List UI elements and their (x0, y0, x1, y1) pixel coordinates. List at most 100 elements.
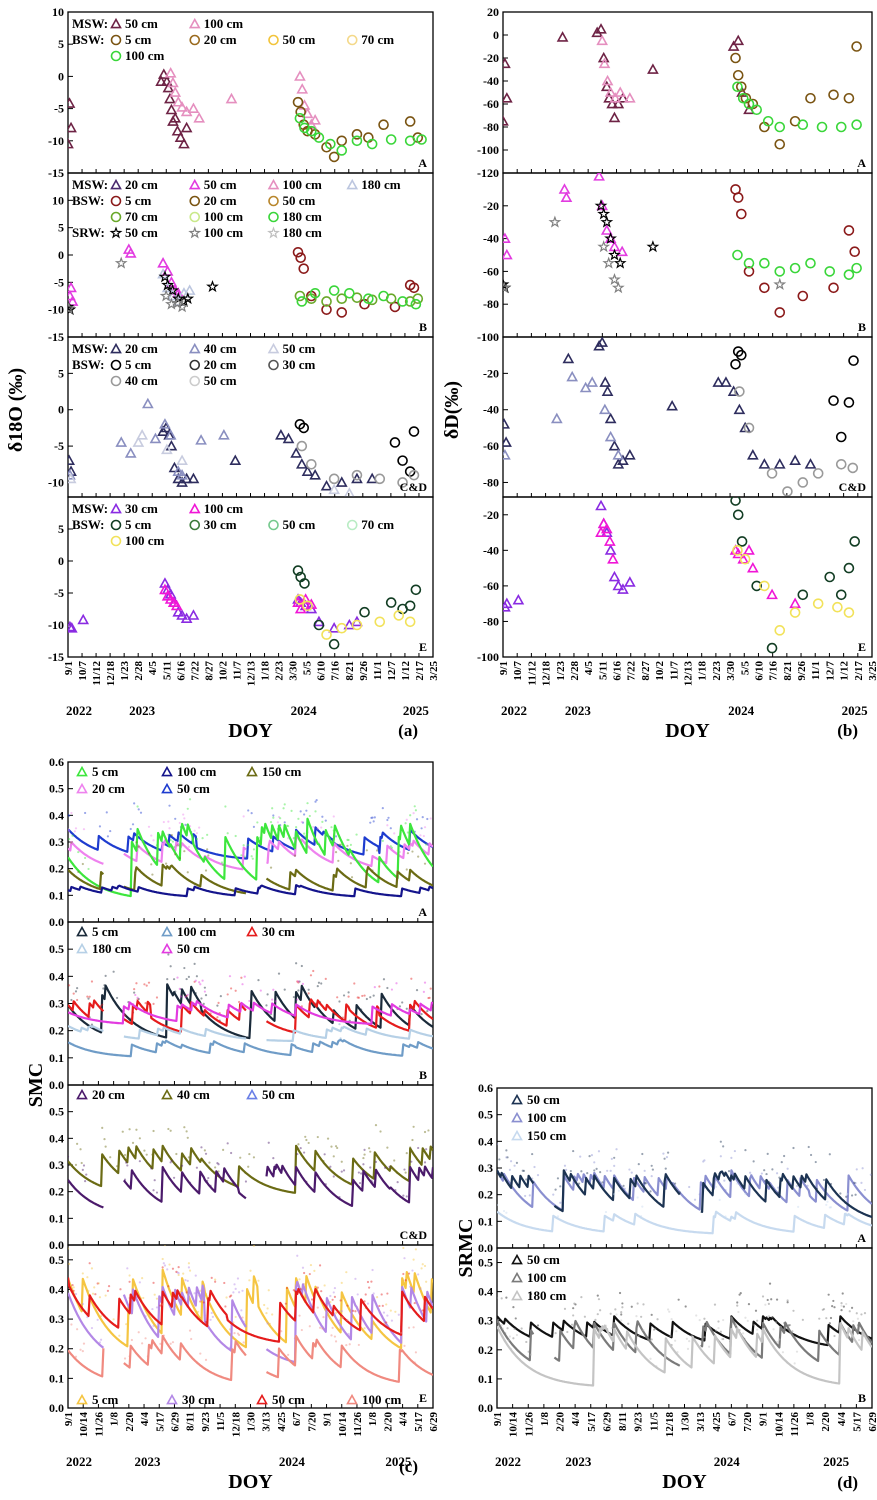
x-tick-label: 7/20 (742, 1412, 754, 1432)
y-tick-label: 0.0 (478, 1241, 493, 1255)
noise-point (237, 1291, 241, 1294)
noise-point (193, 980, 196, 983)
y-tick-label: 20 (487, 5, 499, 19)
noise-point (224, 1305, 227, 1308)
x-axis: 9/1 10/7 11/12 12/18 1/23 2/28 4/5 5/11 6/16 7/22… (63, 661, 440, 718)
x-tick-label: 7/16 (768, 661, 780, 681)
noise-point (333, 1295, 337, 1298)
x-tick-label: 2/20 (382, 1412, 394, 1432)
noise-point (82, 828, 86, 831)
noise-point (565, 1168, 568, 1171)
noise-point (395, 982, 398, 985)
noise-point (252, 848, 256, 851)
noise-point (620, 1319, 623, 1322)
data-point (165, 103, 178, 115)
data-point (336, 135, 348, 147)
series-line (123, 863, 247, 895)
noise-point (209, 1318, 212, 1321)
noise-point (162, 1262, 165, 1265)
data-point (503, 418, 511, 429)
noise-point (68, 828, 70, 831)
series-50-cm (68, 975, 433, 1025)
noise-point (287, 825, 290, 828)
noise-point (316, 1306, 319, 1309)
y-tick-label: 0.4 (478, 1134, 493, 1148)
data-point (503, 232, 511, 243)
noise-point (271, 807, 274, 810)
data-point (408, 426, 420, 437)
noise-point (586, 1172, 589, 1175)
noise-point (786, 1301, 789, 1304)
noise-point (766, 1315, 769, 1319)
noise-point (241, 1289, 244, 1292)
x-tick-label: 4/25 (711, 1412, 723, 1432)
noise-point (81, 1302, 84, 1306)
y-tick-label: 0.3 (49, 835, 64, 849)
series-line (123, 1026, 246, 1040)
panel-site-label: C&D (400, 1228, 428, 1242)
noise-point (368, 1286, 371, 1289)
noise-point (713, 1303, 717, 1306)
noise-point (84, 811, 87, 815)
noise-point (767, 1314, 770, 1318)
data-point (410, 298, 422, 310)
noise-point (147, 981, 151, 984)
noise-point (508, 1335, 511, 1338)
y-tick-label: -20 (483, 51, 499, 65)
y-tick-label: 10 (52, 193, 64, 207)
noise-point (593, 1169, 596, 1172)
noise-point (300, 964, 303, 968)
noise-point (420, 1267, 423, 1270)
noise-point (68, 814, 71, 817)
data-point (594, 198, 608, 212)
noise-point (666, 1308, 670, 1311)
data-point (789, 597, 801, 609)
noise-point (752, 1323, 755, 1326)
noise-point (187, 1266, 191, 1269)
data-point (292, 96, 304, 108)
noise-point (515, 1161, 519, 1164)
noise-point (72, 1289, 75, 1292)
data-point (503, 277, 510, 290)
y-tick-label: -40 (483, 232, 499, 246)
noise-point (599, 1309, 602, 1312)
legend-label: 50 cm (262, 1087, 295, 1102)
noise-point (88, 995, 91, 998)
legend-label: 30 cm (283, 357, 316, 372)
data-point (292, 246, 304, 258)
year-label: 2023 (129, 703, 156, 718)
panel-b-2: -80-60-40-20C&D (483, 336, 873, 498)
data-point (301, 465, 314, 476)
noise-point (828, 1153, 831, 1156)
legend-label: 20 cm (204, 357, 237, 372)
noise-point (795, 1184, 799, 1188)
legend-group: BSW: (72, 517, 105, 532)
noise-point (167, 1127, 170, 1131)
series-line (497, 1319, 535, 1362)
x-tick-label: 1/12 (839, 661, 851, 681)
noise-point (334, 1145, 338, 1148)
y-tick-label: 0.3 (478, 1161, 493, 1175)
noise-point (333, 1286, 337, 1290)
x-tick-label: 12/7 (386, 661, 398, 681)
noise-point (420, 827, 423, 830)
noise-point (131, 1141, 135, 1144)
series-50-cm (503, 23, 755, 126)
noise-point (390, 846, 394, 849)
noise-point (613, 1193, 616, 1196)
x-tick-label: 7/16 (330, 661, 342, 681)
data-point (736, 208, 747, 220)
noise-point (176, 844, 179, 847)
legend-label: 5 cm (125, 517, 152, 532)
noise-point (856, 1317, 860, 1320)
noise-point (171, 1341, 175, 1344)
data-point (321, 296, 332, 307)
legend-marker (268, 34, 279, 46)
noise-point (313, 1269, 316, 1272)
series-line (68, 841, 104, 865)
noise-point (795, 1350, 799, 1353)
noise-point (295, 962, 298, 965)
